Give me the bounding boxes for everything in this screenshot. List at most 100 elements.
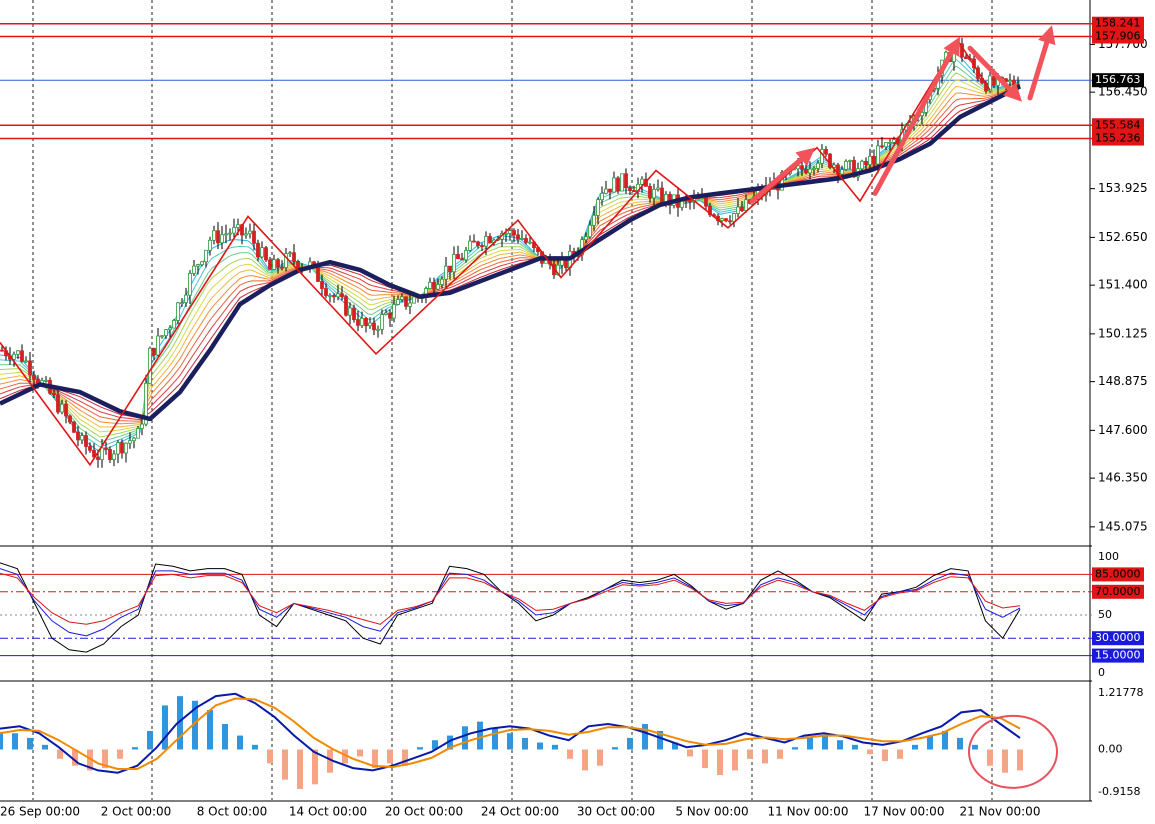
candle-body: [100, 447, 104, 460]
macd-tick-label: 0.00: [1098, 743, 1123, 756]
macd-histogram-bar: [792, 747, 798, 750]
price-tick-label: 152.650: [1098, 230, 1148, 244]
time-tick-label: 21 Nov 00:00: [960, 805, 1041, 819]
macd-histogram-bar: [132, 747, 138, 750]
level-price-tag: [1092, 118, 1144, 133]
macd-histogram-bar: [567, 749, 573, 759]
macd-histogram-bar: [507, 733, 513, 750]
macd-histogram-bar: [867, 749, 873, 755]
candle-body: [20, 350, 24, 362]
candle-body: [236, 224, 240, 228]
macd-histogram-bar: [177, 696, 183, 750]
macd-histogram-bar: [582, 749, 588, 771]
macd-histogram-bar: [207, 710, 213, 750]
candle-body: [408, 302, 412, 307]
candle-body: [868, 156, 872, 165]
candle-body: [44, 379, 48, 382]
candle-body: [884, 142, 888, 148]
macd-histogram-bar: [927, 735, 933, 750]
candle-body: [112, 453, 116, 460]
stoch-level-tag: [1092, 631, 1144, 646]
macd-histogram-bar: [102, 749, 108, 769]
candle-body: [248, 230, 252, 235]
macd-histogram-bar: [237, 735, 243, 750]
grid: [0, 0, 1092, 802]
price-tick-label: 145.075: [1098, 519, 1148, 533]
candle-body: [200, 261, 204, 266]
ma-ribbon-line: [0, 83, 1021, 425]
macd-histogram-bar: [597, 749, 603, 766]
candle-body: [140, 423, 144, 429]
candle-body: [220, 234, 224, 244]
candle-body: [740, 206, 744, 212]
candle-body: [388, 312, 392, 319]
macd-histogram-bar: [717, 749, 723, 776]
candle-body: [164, 329, 168, 337]
trend-arrow-head: [1003, 82, 1022, 102]
macd-histogram-bar: [72, 749, 78, 766]
macd-histogram-bar: [1002, 749, 1008, 773]
macd-histogram-bar: [882, 749, 888, 762]
macd-histogram-bar: [162, 705, 168, 750]
candle-body: [964, 56, 968, 60]
macd-histogram-bar: [777, 749, 783, 759]
level-price-label: 155.236: [1095, 132, 1141, 145]
candle-body: [68, 415, 72, 423]
candle-body: [380, 314, 384, 330]
candle-body: [104, 447, 108, 450]
candle-body: [280, 266, 284, 269]
macd-histogram-bar: [462, 726, 468, 750]
price-tick-label: 156.450: [1098, 85, 1148, 99]
candle-body: [176, 302, 180, 321]
ma-ribbon-line: [0, 79, 1021, 433]
candle-body: [172, 320, 176, 329]
candle-body: [660, 187, 664, 204]
time-tick-label: 2 Oct 00:00: [101, 805, 172, 819]
stoch-tick-label: 100: [1098, 550, 1119, 563]
candle-body: [628, 187, 632, 191]
candle-body: [324, 288, 328, 296]
candle-body: [352, 307, 356, 320]
candle-body: [620, 173, 624, 192]
macd-histogram-bar: [222, 723, 228, 750]
candle-body: [80, 435, 84, 441]
price-tick-label: 148.875: [1098, 374, 1148, 388]
time-tick-label: 20 Oct 00:00: [385, 805, 463, 819]
candle-body: [732, 213, 736, 222]
ma-ribbon-line: [0, 72, 1021, 438]
candle-body: [464, 250, 468, 261]
candle-body: [472, 240, 476, 243]
candle-body: [608, 188, 612, 193]
candle-body: [444, 265, 448, 280]
stoch-line: [0, 572, 1021, 625]
macd-pane: [0, 692, 1058, 789]
candle-body: [120, 442, 124, 454]
candle-body: [440, 278, 444, 285]
macd-histogram-bar: [477, 721, 483, 750]
macd-histogram-bar: [417, 747, 423, 750]
candle-body: [204, 249, 208, 263]
candle-body: [64, 403, 68, 417]
candle-body: [156, 335, 160, 356]
candle-body: [800, 165, 804, 170]
price-tick-label: 146.350: [1098, 471, 1148, 485]
candle-body: [228, 232, 232, 235]
price-tick-label: 147.600: [1098, 423, 1148, 437]
candle-body: [452, 254, 456, 273]
candle-body: [288, 252, 292, 255]
candle-body: [72, 421, 76, 433]
candle-body: [404, 296, 408, 307]
candle-body: [132, 437, 136, 442]
candle-body: [88, 446, 92, 451]
candle-body: [320, 281, 324, 289]
candle-body: [872, 156, 876, 165]
candle-body: [260, 247, 264, 258]
candle-body: [60, 403, 64, 413]
stoch-line: [0, 568, 1021, 637]
candle-body: [808, 168, 812, 174]
macd-histogram-bar: [147, 730, 153, 750]
candle-body: [840, 169, 844, 175]
macd-histogram-bar: [372, 749, 378, 769]
macd-histogram-bar: [282, 749, 288, 780]
stoch-level-label: 15.0000: [1095, 649, 1141, 662]
